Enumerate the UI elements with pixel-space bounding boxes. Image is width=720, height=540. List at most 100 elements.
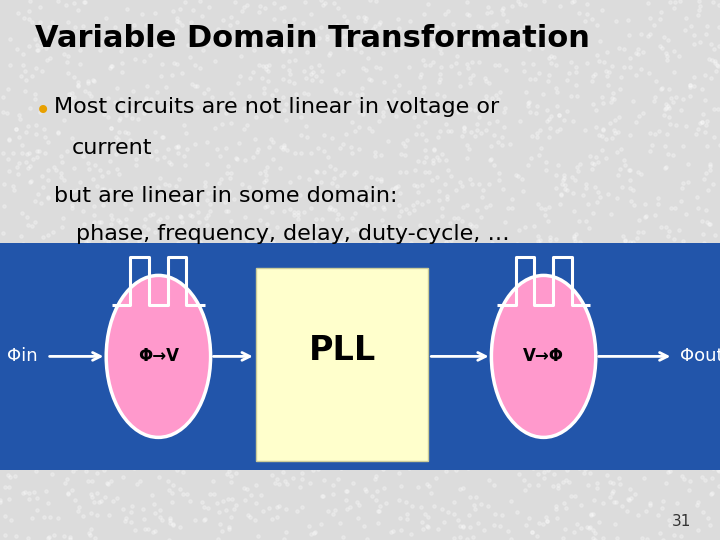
- Point: [291, 231, 302, 240]
- Point: [350, 225, 361, 233]
- Point: [295, 131, 307, 139]
- Point: [613, 403, 624, 412]
- Point: [74, 313, 86, 322]
- Point: [112, 494, 123, 502]
- Point: [557, 534, 569, 540]
- Point: [135, 460, 146, 468]
- Point: [105, 476, 117, 485]
- Point: [609, 129, 621, 138]
- Point: [305, 148, 316, 157]
- Point: [202, 40, 214, 49]
- Point: [179, 198, 191, 206]
- Point: [387, 527, 399, 536]
- Point: [400, 401, 411, 409]
- Point: [590, 343, 601, 352]
- Point: [287, 474, 298, 483]
- Point: [378, 250, 390, 259]
- Point: [348, 209, 360, 218]
- Point: [253, 532, 264, 540]
- Point: [369, 423, 380, 432]
- Point: [559, 392, 570, 400]
- Point: [393, 297, 405, 306]
- Point: [53, 129, 64, 138]
- Point: [614, 338, 626, 346]
- Point: [398, 340, 410, 348]
- Point: [66, 204, 78, 212]
- Point: [4, 61, 16, 70]
- Point: [519, 485, 531, 494]
- Point: [328, 0, 340, 7]
- Point: [440, 370, 451, 379]
- Point: [291, 507, 302, 516]
- Point: [211, 388, 222, 396]
- Point: [637, 227, 649, 236]
- Point: [370, 400, 382, 409]
- Point: [662, 56, 673, 64]
- Point: [413, 263, 425, 272]
- Point: [412, 198, 423, 207]
- Point: [685, 92, 696, 100]
- Point: [58, 116, 69, 125]
- Point: [540, 158, 552, 167]
- Point: [59, 262, 71, 271]
- Point: [77, 207, 89, 216]
- Point: [647, 413, 658, 421]
- Point: [694, 119, 706, 127]
- Point: [101, 288, 112, 297]
- Point: [492, 137, 504, 146]
- Point: [241, 235, 253, 244]
- Point: [248, 419, 259, 428]
- Point: [487, 160, 499, 169]
- Point: [128, 288, 140, 296]
- Point: [310, 381, 322, 389]
- Point: [624, 131, 636, 140]
- Point: [18, 14, 30, 22]
- Point: [508, 418, 519, 427]
- Point: [580, 217, 592, 225]
- Point: [656, 504, 667, 513]
- Point: [150, 147, 161, 156]
- Point: [693, 0, 705, 5]
- Point: [257, 507, 269, 516]
- Point: [2, 470, 14, 479]
- Point: [404, 288, 415, 297]
- Point: [395, 242, 406, 251]
- Point: [669, 46, 680, 55]
- Point: [160, 310, 171, 319]
- Point: [707, 414, 719, 423]
- Point: [510, 325, 522, 333]
- Point: [613, 440, 625, 448]
- Point: [706, 474, 717, 483]
- Point: [607, 390, 618, 399]
- Point: [328, 510, 339, 519]
- Point: [575, 259, 586, 268]
- Point: [85, 92, 96, 100]
- Point: [698, 261, 709, 269]
- Point: [635, 367, 647, 376]
- Point: [703, 327, 715, 336]
- Point: [555, 26, 567, 35]
- Point: [186, 191, 198, 199]
- Point: [307, 446, 319, 455]
- Point: [341, 17, 352, 25]
- Point: [606, 438, 617, 447]
- Point: [348, 170, 360, 178]
- Point: [225, 471, 236, 480]
- Point: [712, 105, 720, 113]
- Point: [462, 10, 473, 19]
- Point: [514, 117, 526, 125]
- Point: [181, 293, 193, 302]
- Point: [129, 184, 140, 192]
- Point: [80, 254, 91, 262]
- Point: [672, 52, 684, 60]
- Point: [575, 523, 587, 532]
- Point: [0, 422, 7, 430]
- Point: [250, 112, 261, 121]
- Point: [480, 373, 491, 381]
- Point: [68, 453, 80, 461]
- Point: [215, 450, 226, 459]
- Point: [86, 384, 98, 393]
- Point: [276, 255, 288, 264]
- Point: [583, 523, 595, 532]
- Point: [416, 130, 428, 138]
